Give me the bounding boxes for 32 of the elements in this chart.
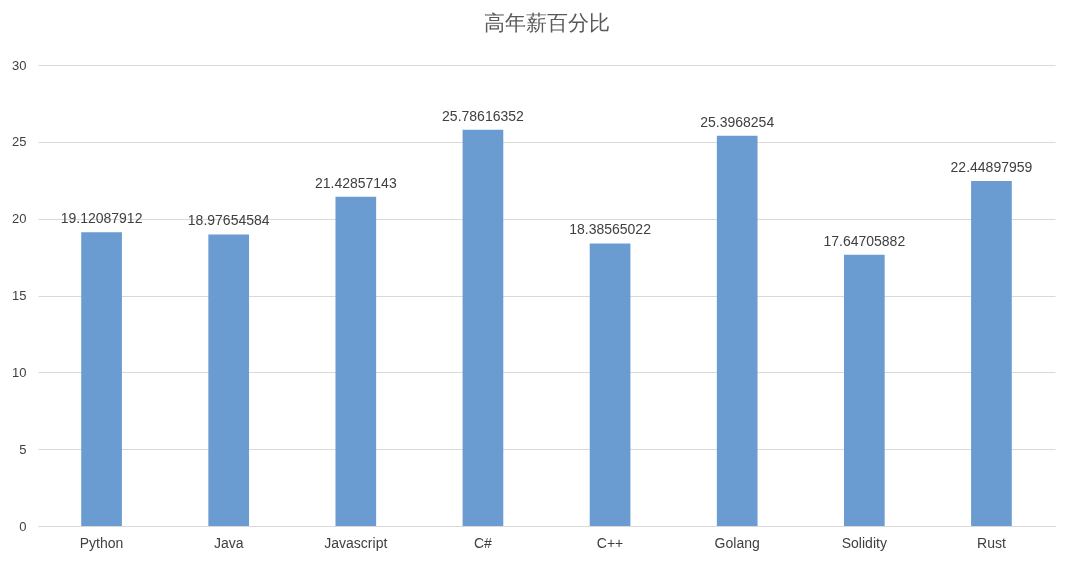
x-tick-label: Python: [79, 534, 124, 551]
x-tick-label: Java: [213, 534, 244, 551]
data-label: 25.3968254: [700, 113, 775, 130]
x-tick-label: C#: [473, 534, 493, 551]
y-tick-label: 5: [19, 441, 27, 457]
y-tick-label: 30: [12, 57, 27, 73]
chart-title: 高年薪百分比: [483, 11, 610, 34]
bar: [971, 181, 1012, 526]
data-label: 18.38565022: [569, 221, 652, 238]
y-tick-label: 10: [12, 364, 27, 380]
bar: [462, 129, 504, 526]
data-label: 25.78616352: [442, 107, 525, 124]
x-tick-label: Javascript: [324, 534, 388, 551]
data-label: 21.42857143: [314, 174, 397, 191]
y-tick-label: 20: [12, 211, 27, 227]
bar: [335, 196, 377, 526]
y-tick-label: 0: [19, 518, 27, 534]
data-label: 17.64705882: [823, 232, 906, 249]
bar: [843, 254, 885, 526]
data-label: 22.44897959: [950, 159, 1033, 176]
bar: [716, 135, 758, 526]
y-tick-label: 25: [12, 134, 27, 150]
data-label: 18.97654584: [187, 212, 270, 229]
x-tick-label: Rust: [977, 534, 1006, 551]
data-label: 19.12087912: [60, 210, 143, 227]
bar: [589, 243, 631, 526]
x-tick-label: C++: [596, 534, 624, 551]
bar: [208, 234, 250, 526]
y-tick-label: 15: [12, 288, 27, 303]
x-tick-label: Solidity: [841, 534, 887, 551]
x-tick-label: Golang: [714, 534, 760, 551]
bar: [81, 232, 122, 526]
